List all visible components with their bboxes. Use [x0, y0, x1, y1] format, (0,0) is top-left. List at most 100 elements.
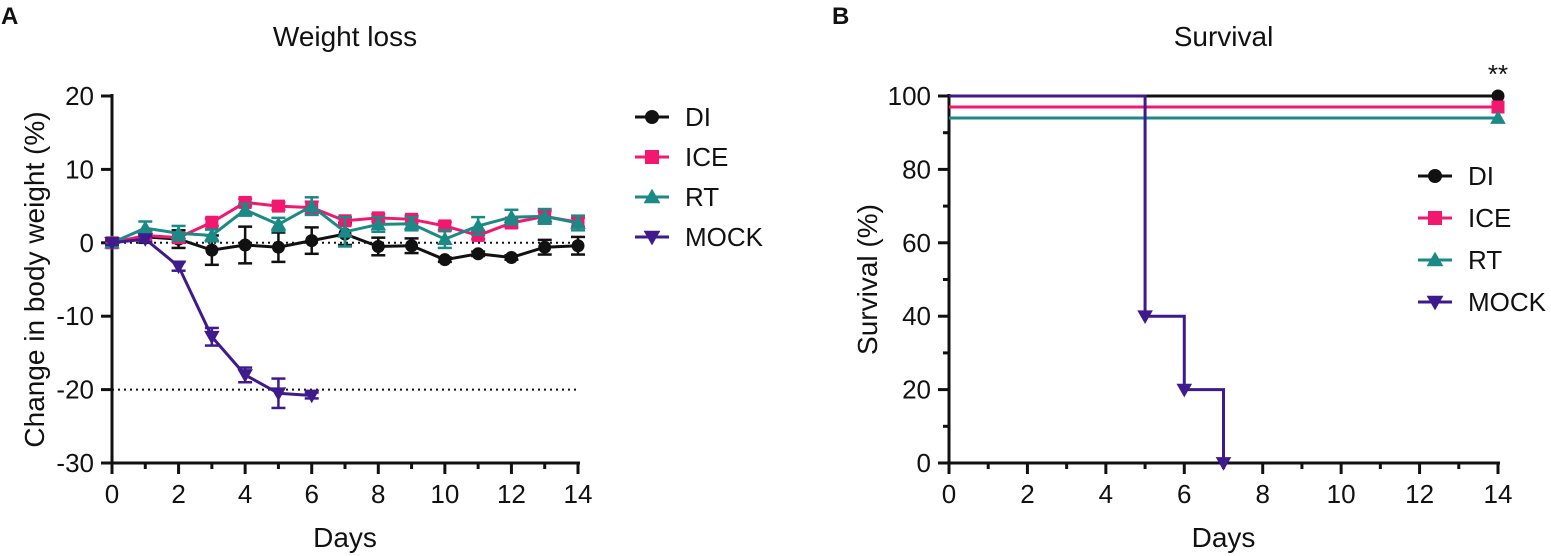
data-point: [437, 231, 453, 245]
x-tick-label: 8: [1255, 479, 1269, 509]
data-point: [137, 220, 154, 234]
x-axis-label: Days: [1192, 522, 1256, 553]
x-tick-label: 2: [1020, 479, 1034, 509]
legend-label: RT: [685, 182, 719, 212]
legend-label: MOCK: [1468, 287, 1547, 317]
data-point: [570, 215, 586, 229]
data-point: [137, 233, 154, 247]
y-tick-label: 20: [902, 375, 931, 405]
x-tick-label: 6: [1177, 479, 1191, 509]
legend-item-mock: MOCK: [1418, 287, 1547, 317]
x-tick-label: 2: [171, 479, 185, 509]
legend-marker: [1426, 295, 1444, 311]
data-point: [536, 208, 553, 223]
y-axis-label: Change in body weight (%): [19, 111, 50, 447]
series-rt: [104, 196, 586, 250]
data-point: [1491, 89, 1505, 103]
y-tick-label: 10: [65, 154, 94, 184]
legend-marker: [1428, 169, 1442, 183]
legend-marker: [645, 110, 659, 124]
data-point: [271, 240, 285, 254]
data-point: [205, 215, 219, 229]
x-tick-label: 14: [564, 479, 593, 509]
x-tick-label: 4: [238, 479, 252, 509]
legend-item-rt: RT: [1418, 245, 1502, 275]
data-point: [170, 260, 187, 275]
data-point: [1215, 457, 1232, 471]
legend-item-rt: RT: [635, 182, 719, 212]
legend-item-ice: ICE: [1418, 203, 1511, 233]
data-point: [205, 243, 219, 257]
data-point: [303, 389, 320, 404]
legend-label: MOCK: [685, 222, 764, 252]
legend-label: RT: [1468, 245, 1502, 275]
data-point: [471, 247, 485, 261]
data-point: [1176, 383, 1193, 398]
x-tick-label: 10: [430, 479, 459, 509]
panel-a: A Weight loss 0 2 4 6 8 10 12 14 20 10 0 -10 -20 -30 Day…: [1, 3, 764, 553]
series-line: [949, 94, 1225, 463]
legend-item-di: DI: [635, 102, 711, 132]
series-ice: [949, 100, 1505, 114]
y-tick-label: 60: [902, 228, 931, 258]
legend-marker: [1426, 251, 1444, 267]
data-point: [503, 209, 520, 223]
data-point: [170, 225, 187, 240]
y-tick-label: 80: [902, 154, 931, 184]
data-point: [237, 201, 253, 216]
data-point: [237, 369, 253, 383]
y-tick-label: -30: [56, 448, 94, 478]
data-point: [305, 234, 319, 248]
legend-marker: [645, 150, 659, 164]
legend-marker: [643, 230, 661, 246]
x-tick-label: 8: [371, 479, 385, 509]
y-tick-label: 20: [65, 81, 94, 111]
chart-title: Weight loss: [273, 21, 417, 52]
data-point: [538, 240, 552, 254]
y-tick-label: 0: [917, 448, 931, 478]
data-point: [1491, 100, 1505, 114]
data-point: [270, 387, 287, 402]
data-point: [1490, 110, 1506, 124]
legend-marker: [643, 188, 661, 204]
significance-annotation: **: [1488, 59, 1508, 89]
chart-title: Survival: [1174, 21, 1274, 52]
data-point: [470, 218, 486, 232]
y-tick-label: 0: [80, 228, 94, 258]
data-point: [371, 239, 385, 253]
data-point: [270, 216, 287, 231]
legend-label: DI: [1468, 161, 1494, 191]
legend-label: ICE: [685, 142, 728, 172]
data-point: [571, 239, 585, 253]
y-tick-label: -10: [56, 301, 94, 331]
data-point: [271, 199, 285, 213]
data-point: [104, 236, 120, 251]
panel-b: B Survival 0 2 4 6 8 10 12 14 0 20 40 60 80 100 Days Surv…: [832, 3, 1547, 553]
y-axis-label: Survival (%): [852, 204, 883, 355]
y-tick-label: 100: [888, 81, 931, 111]
data-point: [504, 250, 518, 264]
x-tick-label: 10: [1327, 479, 1356, 509]
x-axis-label: Days: [313, 522, 377, 553]
legend-label: DI: [685, 102, 711, 132]
legend-marker: [1428, 211, 1442, 225]
data-point: [370, 216, 387, 231]
data-point: [337, 223, 353, 238]
series-rt: [949, 110, 1506, 124]
x-tick-label: 0: [105, 479, 119, 509]
data-point: [1137, 310, 1153, 324]
data-point: [238, 238, 252, 252]
data-point: [438, 253, 452, 267]
legend-item-mock: MOCK: [635, 222, 764, 252]
x-tick-label: 6: [304, 479, 318, 509]
y-tick-label: -20: [56, 375, 94, 405]
series-mock: [104, 233, 320, 410]
panel-letter: A: [1, 3, 18, 30]
x-tick-label: 4: [1099, 479, 1113, 509]
data-point: [204, 227, 220, 242]
x-tick-label: 12: [497, 479, 526, 509]
series-mock: [949, 94, 1232, 471]
x-tick-label: 0: [942, 479, 956, 509]
x-tick-label: 14: [1484, 479, 1513, 509]
